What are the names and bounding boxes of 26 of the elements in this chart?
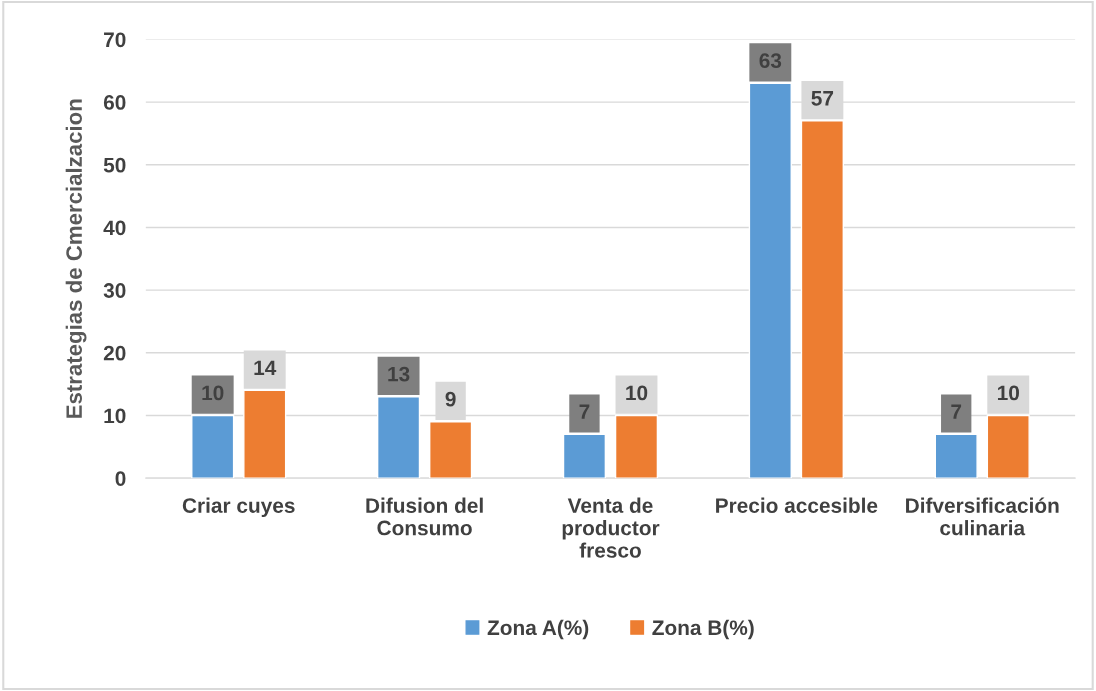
data-label: 10 (626, 385, 648, 401)
y-tick-label: 70 (104, 32, 126, 48)
x-tick-label: Difversificación culinaria (906, 497, 1059, 536)
y-tick-label: 50 (103, 157, 126, 173)
data-label: 9 (445, 391, 456, 407)
data-label: 7 (951, 404, 962, 419)
x-tick-label: Precio accesible (716, 497, 878, 513)
data-label: 57 (811, 91, 834, 106)
y-tick-label: 40 (103, 220, 126, 236)
legend-label: Zona B(%) (652, 619, 754, 640)
data-label: 7 (579, 404, 590, 419)
y-tick-label: 0 (115, 471, 126, 486)
data-label: 10 (202, 385, 224, 401)
x-tick-label: Venta de productor fresco (562, 497, 660, 558)
data-label: 13 (388, 366, 410, 382)
data-label: 14 (254, 360, 277, 375)
y-axis-title: Estrategias de Cmercialzacion (65, 99, 87, 418)
y-tick-label: 10 (104, 408, 126, 424)
data-label: 63 (759, 53, 782, 69)
x-tick-label: Difusion del Consumo (366, 497, 483, 536)
y-tick-label: 60 (103, 95, 126, 110)
data-label: 10 (997, 385, 1019, 401)
y-tick-label: 30 (103, 283, 126, 298)
legend-label: Zona A(%) (487, 619, 589, 640)
x-tick-label: Criar cuyes (182, 497, 295, 518)
y-tick-label: 20 (103, 345, 126, 361)
